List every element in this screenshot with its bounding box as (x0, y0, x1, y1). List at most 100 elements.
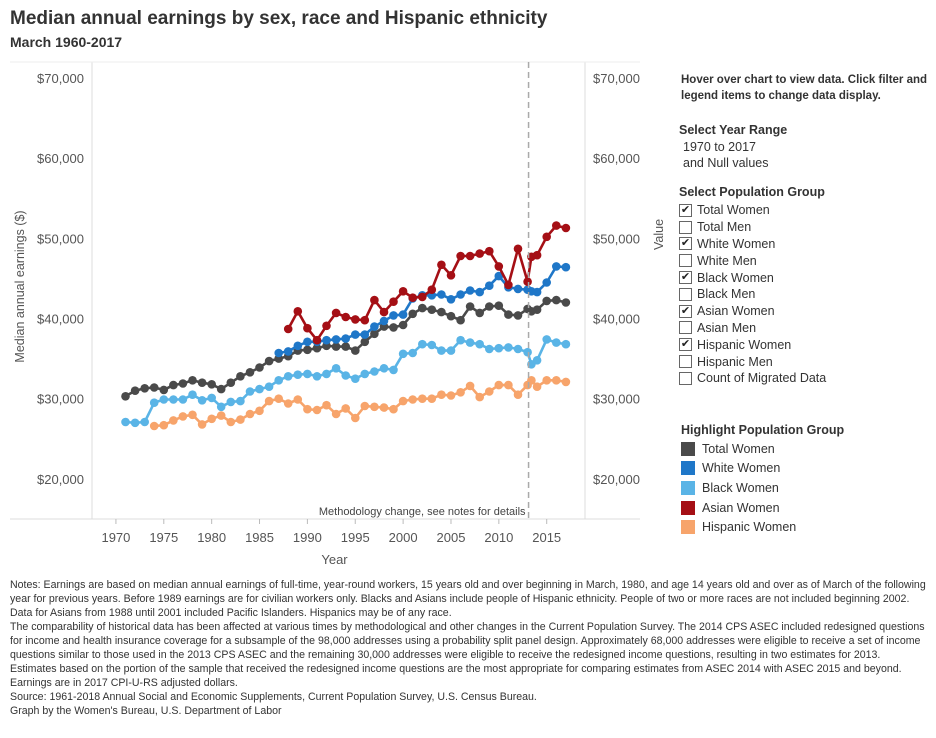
data-point[interactable] (312, 343, 322, 353)
data-point[interactable] (255, 363, 264, 372)
data-point[interactable] (475, 392, 485, 402)
data-point[interactable] (408, 395, 418, 404)
data-point[interactable] (178, 379, 188, 388)
legend-item-asian-women[interactable]: Asian Women (681, 498, 796, 518)
data-point[interactable] (494, 301, 504, 311)
data-point[interactable] (379, 403, 389, 412)
filter-item-total-women[interactable]: ✔ Total Women (679, 202, 826, 219)
data-point[interactable] (169, 395, 178, 404)
checkbox[interactable]: ✔ (679, 203, 692, 217)
series-black-women[interactable] (121, 335, 571, 428)
data-point[interactable] (178, 412, 188, 421)
data-point[interactable] (360, 330, 370, 339)
data-point[interactable] (264, 356, 274, 366)
data-point[interactable] (303, 369, 312, 379)
data-point[interactable] (169, 416, 178, 425)
data-point[interactable] (389, 323, 398, 332)
data-point[interactable] (159, 420, 169, 430)
data-point[interactable] (408, 309, 418, 319)
data-point[interactable] (331, 409, 341, 419)
data-point[interactable] (197, 396, 207, 405)
checkbox[interactable] (679, 287, 692, 301)
data-point[interactable] (542, 278, 551, 287)
data-point[interactable] (140, 384, 149, 393)
data-point[interactable] (274, 394, 284, 404)
data-point[interactable] (465, 381, 475, 391)
data-point[interactable] (465, 302, 475, 311)
data-point[interactable] (552, 295, 561, 305)
data-point[interactable] (475, 339, 485, 349)
data-point[interactable] (283, 347, 293, 356)
data-point[interactable] (360, 315, 370, 325)
data-point[interactable] (456, 290, 465, 299)
data-point[interactable] (513, 284, 523, 294)
filter-item-total-men[interactable]: Total Men (679, 219, 826, 236)
data-point[interactable] (456, 335, 465, 345)
year-range-filter[interactable]: 1970 to 2017 and Null values (683, 139, 768, 171)
data-point[interactable] (398, 320, 408, 330)
data-point[interactable] (494, 343, 504, 353)
filter-item-count-migrated[interactable]: Count of Migrated Data (679, 370, 826, 387)
data-point[interactable] (552, 338, 561, 347)
data-point[interactable] (226, 417, 236, 427)
data-point[interactable] (274, 348, 284, 358)
data-point[interactable] (456, 388, 465, 397)
data-point[interactable] (465, 286, 475, 295)
data-point[interactable] (446, 295, 456, 304)
data-point[interactable] (188, 410, 197, 420)
data-point[interactable] (121, 417, 130, 427)
data-point[interactable] (379, 307, 389, 317)
data-point[interactable] (475, 249, 485, 258)
data-point[interactable] (322, 369, 331, 379)
data-point[interactable] (293, 307, 303, 316)
data-point[interactable] (561, 298, 571, 307)
data-point[interactable] (121, 392, 130, 401)
series-total-women[interactable] (121, 295, 571, 401)
series-asian-women[interactable] (283, 221, 571, 345)
data-point[interactable] (523, 347, 532, 357)
data-point[interactable] (542, 335, 551, 344)
data-point[interactable] (437, 390, 446, 400)
data-point[interactable] (523, 277, 532, 287)
data-point[interactable] (341, 334, 351, 343)
data-point[interactable] (532, 287, 542, 297)
data-point[interactable] (418, 292, 427, 302)
data-point[interactable] (351, 315, 360, 324)
data-point[interactable] (159, 395, 169, 404)
data-point[interactable] (398, 310, 408, 319)
data-point[interactable] (475, 287, 485, 297)
data-point[interactable] (360, 401, 370, 411)
data-point[interactable] (389, 311, 398, 320)
checkbox[interactable] (679, 371, 692, 385)
data-point[interactable] (149, 383, 159, 392)
data-point[interactable] (427, 394, 437, 404)
data-point[interactable] (331, 335, 341, 344)
data-point[interactable] (312, 372, 322, 381)
data-point[interactable] (532, 250, 542, 260)
data-point[interactable] (216, 402, 226, 412)
data-point[interactable] (408, 293, 418, 303)
data-point[interactable] (149, 398, 159, 408)
data-point[interactable] (504, 380, 513, 390)
legend-item-hispanic-women[interactable]: Hispanic Women (681, 517, 796, 537)
data-point[interactable] (437, 290, 446, 299)
data-point[interactable] (485, 246, 494, 256)
filter-item-asian-women[interactable]: ✔ Asian Women (679, 303, 826, 320)
data-point[interactable] (446, 391, 456, 400)
data-point[interactable] (475, 308, 485, 318)
data-point[interactable] (178, 395, 188, 404)
data-point[interactable] (389, 297, 398, 307)
data-point[interactable] (140, 417, 149, 427)
data-point[interactable] (437, 307, 446, 317)
data-point[interactable] (446, 311, 456, 321)
line-chart[interactable]: $20,000 $20,000 $30,000 $30,000 $40,000 $40,0… (0, 55, 670, 570)
data-point[interactable] (293, 341, 303, 351)
data-point[interactable] (513, 390, 523, 400)
data-point[interactable] (370, 322, 379, 331)
data-point[interactable] (485, 302, 494, 311)
data-point[interactable] (283, 324, 293, 334)
data-point[interactable] (197, 420, 207, 429)
data-point[interactable] (236, 372, 245, 381)
checkbox[interactable]: ✔ (679, 338, 692, 352)
data-point[interactable] (351, 374, 360, 384)
